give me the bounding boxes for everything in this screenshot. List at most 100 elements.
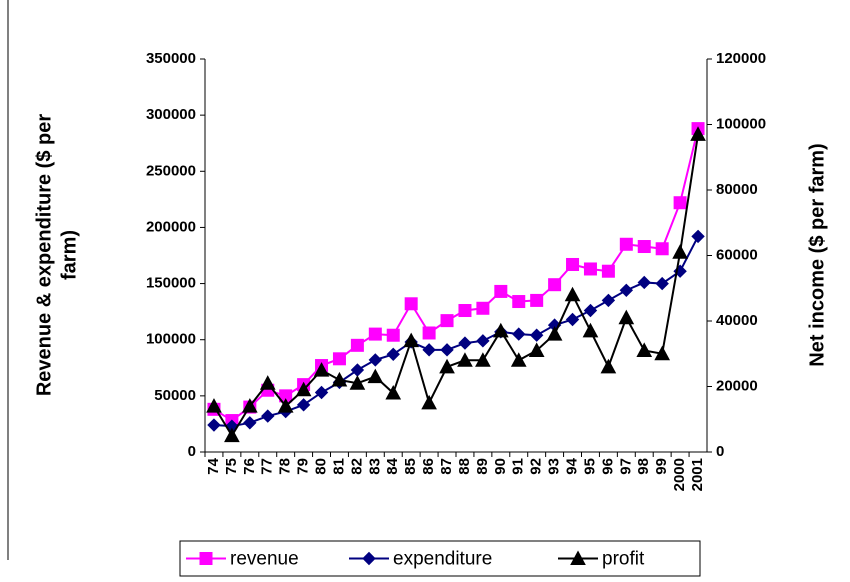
legend-marker: [570, 550, 586, 565]
y-tick-label: 150000: [146, 275, 196, 292]
point: [386, 328, 400, 342]
point: [637, 240, 651, 254]
point: [261, 409, 275, 423]
point: [404, 297, 418, 311]
legend-label: revenue: [230, 549, 299, 570]
point: [314, 385, 329, 400]
point: [530, 293, 544, 307]
point: [422, 326, 436, 340]
y-axis-title: Revenue & expenditure ($ per: [33, 114, 55, 397]
point: [691, 229, 705, 244]
x-tick-label: 81: [330, 458, 347, 475]
series-line: [213, 128, 700, 422]
point: [566, 257, 580, 271]
x-tick-label: 87: [438, 458, 455, 475]
point: [457, 352, 473, 367]
y2-tick-label: 80000: [716, 181, 758, 198]
y2-tick-label: 120000: [716, 50, 766, 67]
point: [458, 336, 472, 350]
point: [636, 342, 653, 357]
point: [259, 375, 276, 390]
point: [331, 371, 348, 387]
point: [583, 262, 597, 276]
point: [207, 418, 221, 432]
point: [368, 353, 383, 367]
point: [564, 286, 581, 302]
point: [637, 275, 651, 290]
point: [440, 343, 454, 357]
x-tick-label: 98: [635, 458, 652, 475]
point: [619, 237, 633, 251]
y-tick-label: 50000: [154, 387, 196, 404]
point: [510, 352, 527, 367]
point: [350, 338, 364, 352]
point: [243, 416, 257, 430]
x-tick-label: 90: [492, 458, 509, 475]
point: [332, 352, 346, 366]
y-tick-label: 250000: [146, 162, 196, 179]
point: [349, 375, 366, 390]
point: [512, 327, 526, 341]
point: [583, 303, 598, 318]
point: [690, 126, 706, 141]
point: [422, 343, 436, 357]
point: [277, 398, 294, 413]
point: [458, 304, 472, 318]
x-tick-label: 82: [348, 458, 365, 475]
x-tick-label: 88: [456, 458, 473, 475]
point: [672, 244, 688, 259]
point: [601, 293, 616, 308]
legend-box: [179, 540, 701, 577]
point: [582, 322, 599, 338]
x-tick-label: 99: [653, 458, 670, 475]
x-tick-label: 80: [313, 458, 330, 475]
x-tick-label: 79: [295, 458, 312, 475]
x-tick-label: 2001: [689, 458, 706, 491]
point: [421, 394, 437, 410]
y-tick-label: 100000: [146, 331, 196, 348]
x-tick-label: 97: [617, 458, 634, 475]
point: [386, 347, 400, 362]
point: [546, 326, 563, 341]
point: [528, 342, 545, 357]
x-tick-label: 85: [402, 458, 419, 475]
legend-marker: [362, 551, 376, 566]
x-tick-label: 91: [510, 458, 527, 475]
point: [295, 381, 312, 397]
point: [367, 368, 384, 384]
point: [440, 314, 454, 328]
point: [475, 352, 491, 367]
x-tick-label: 83: [366, 458, 383, 475]
series-line: [213, 235, 699, 428]
x-tick-label: 2000: [671, 458, 688, 491]
x-tick-label: 84: [384, 457, 401, 474]
y-axis-title: farm): [58, 230, 80, 280]
point: [385, 384, 402, 400]
y2-tick-label: 60000: [716, 246, 758, 263]
x-tick-label: 86: [420, 458, 437, 475]
point: [350, 363, 365, 377]
y2-tick-label: 40000: [716, 312, 758, 329]
point: [313, 362, 330, 377]
x-tick-label: 92: [528, 458, 545, 475]
legend-label: expenditure: [393, 549, 492, 570]
x-tick-label: 75: [223, 458, 240, 475]
point: [529, 328, 544, 342]
x-tick-label: 74: [205, 457, 222, 474]
y-tick-label: 350000: [146, 50, 196, 67]
y2-axis-title: Net income ($ per farm): [806, 143, 828, 366]
x-tick-label: 76: [241, 458, 258, 475]
x-tick-label: 96: [599, 458, 616, 475]
point: [476, 301, 490, 315]
point: [492, 322, 509, 338]
point: [619, 283, 634, 298]
point: [439, 358, 455, 374]
point: [206, 398, 222, 413]
point: [673, 196, 687, 210]
x-tick-label: 77: [259, 458, 276, 475]
x-tick-label: 94: [564, 457, 581, 474]
x-tick-label: 93: [546, 458, 563, 475]
x-tick-label: 95: [581, 458, 598, 475]
x-tick-label: 78: [277, 458, 294, 475]
